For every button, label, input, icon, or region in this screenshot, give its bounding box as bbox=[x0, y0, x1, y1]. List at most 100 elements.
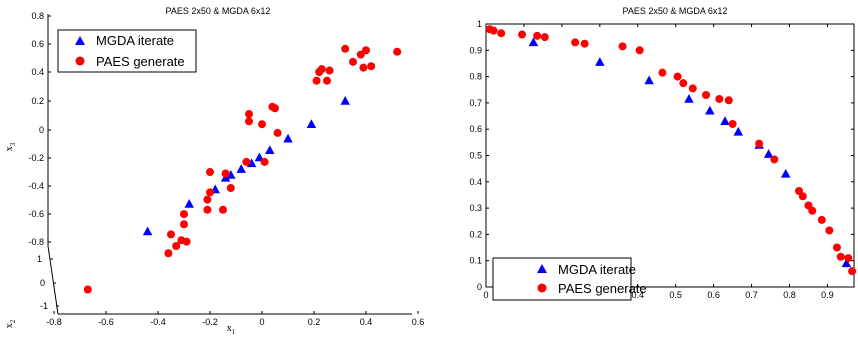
mgda-point bbox=[780, 168, 791, 178]
paes-point bbox=[679, 79, 688, 88]
z-tick-label: -0.8 bbox=[28, 237, 44, 247]
paes-point bbox=[83, 285, 92, 294]
paes-point bbox=[497, 29, 506, 38]
x-tick-label: 0.6 bbox=[707, 290, 720, 300]
paes-point bbox=[724, 96, 733, 105]
x-tick-label: 0.5 bbox=[669, 290, 682, 300]
y-tick-label: 0.7 bbox=[469, 98, 482, 108]
mgda-point bbox=[340, 96, 350, 105]
paes-point bbox=[688, 84, 697, 93]
y-tick-label: 1 bbox=[37, 254, 42, 264]
paes-point bbox=[221, 169, 230, 178]
mgda-point bbox=[595, 57, 605, 66]
y-axis-line bbox=[47, 245, 59, 315]
legend-label-mgda: MGDA iterate bbox=[96, 33, 174, 48]
x-tick-label: -0.4 bbox=[150, 317, 166, 327]
y-axis-label: x2 bbox=[4, 319, 17, 328]
paes-point bbox=[844, 254, 853, 263]
paes-point bbox=[206, 188, 214, 197]
paes-point bbox=[203, 195, 212, 204]
paes-point bbox=[393, 47, 402, 56]
paes-point bbox=[518, 30, 527, 39]
paes-point bbox=[206, 168, 214, 177]
chart-left-legend: MGDA iterate PAES generate bbox=[57, 29, 197, 73]
paes-point bbox=[180, 220, 188, 229]
paes-point bbox=[182, 237, 191, 246]
mgda-point bbox=[841, 258, 852, 268]
x-tick-label: 0 bbox=[259, 317, 264, 327]
paes-point bbox=[832, 243, 841, 252]
paes-point bbox=[341, 44, 350, 53]
x-tick-label: 0.2 bbox=[308, 317, 321, 327]
mgda-point bbox=[265, 145, 275, 155]
z-tick-label: 0.8 bbox=[31, 11, 44, 21]
y-tick-label: -1 bbox=[40, 301, 48, 311]
mgda-point bbox=[184, 198, 194, 208]
paes-point bbox=[349, 57, 357, 66]
z-tick-label: -0.6 bbox=[28, 209, 44, 219]
paes-point bbox=[618, 42, 627, 51]
z-tick-label: 0.2 bbox=[31, 96, 44, 106]
legend-circle-icon bbox=[75, 56, 85, 66]
chart-left-ticks: -0.8 -0.6 -0.4 -0.2 0 0.2 0.4 0.6 0.8 0.6 0.4 0.2 0 -… bbox=[28, 11, 424, 327]
chart-left-axis-labels: x3 x2 x1 bbox=[4, 142, 236, 336]
legend-triangle-icon bbox=[75, 36, 85, 45]
paes-point bbox=[359, 63, 368, 72]
x-tick-label: 0 bbox=[483, 290, 488, 300]
mgda-point bbox=[528, 37, 539, 47]
paes-point bbox=[172, 242, 181, 250]
y-tick-label: 1 bbox=[477, 19, 482, 29]
paes-point bbox=[580, 39, 589, 48]
chart-right-points bbox=[485, 25, 857, 276]
legend-label-mgda: MGDA iterate bbox=[558, 262, 636, 277]
paes-point bbox=[702, 91, 711, 100]
y-axis-label-main: x bbox=[4, 323, 15, 328]
x-axis-label-sub: 1 bbox=[232, 328, 236, 336]
paes-point bbox=[258, 120, 266, 129]
paes-point bbox=[242, 157, 251, 166]
paes-point bbox=[489, 26, 498, 35]
chart-right-legend: MGDA iterate PAES generate bbox=[492, 257, 647, 301]
y-tick-label: 0.2 bbox=[469, 229, 482, 239]
paes-point bbox=[180, 210, 188, 219]
chart-left-points bbox=[83, 44, 402, 294]
z-tick-label: 0.4 bbox=[31, 67, 44, 77]
paes-point bbox=[315, 68, 324, 76]
paes-point bbox=[571, 38, 580, 47]
mgda-point bbox=[733, 126, 744, 136]
paes-point bbox=[271, 104, 279, 113]
legend-label-paes: PAES generate bbox=[558, 281, 647, 296]
y-tick-label: 0.4 bbox=[469, 177, 482, 187]
y-tick-label: 0 bbox=[40, 278, 45, 288]
mgda-point bbox=[684, 93, 694, 103]
legend-label-paes: PAES generate bbox=[96, 54, 185, 69]
chart-right-plot-frame bbox=[485, 23, 855, 288]
mgda-point bbox=[226, 169, 236, 179]
chart-left: PAES 2x50 & MGDA 6x12 -0.8 -0.6 -0.4 -0.2 0 0… bbox=[4, 6, 424, 336]
paes-point bbox=[323, 76, 331, 85]
paes-point bbox=[226, 184, 235, 192]
x-tick-label: -0.2 bbox=[202, 317, 218, 327]
mgda-point bbox=[246, 158, 257, 168]
x-tick-label: 0.9 bbox=[821, 290, 834, 300]
paes-point bbox=[817, 215, 826, 224]
x-tick-label: -0.6 bbox=[98, 317, 114, 327]
z-axis-label-main: x bbox=[4, 146, 15, 151]
y-tick-label: 0.9 bbox=[469, 45, 482, 55]
paes-point bbox=[533, 31, 542, 40]
paes-point bbox=[658, 68, 667, 77]
paes-point bbox=[808, 206, 817, 215]
z-tick-label: 0.6 bbox=[31, 39, 44, 49]
chart-left-title: PAES 2x50 & MGDA 6x12 bbox=[166, 6, 271, 16]
paes-point bbox=[245, 110, 253, 119]
z-axis-label-sub: 3 bbox=[9, 142, 17, 146]
paes-point bbox=[635, 46, 644, 55]
paes-point bbox=[273, 128, 282, 137]
paes-point bbox=[673, 72, 682, 81]
mgda-point bbox=[644, 75, 654, 85]
z-tick-label: -0.4 bbox=[28, 181, 44, 191]
paes-point bbox=[540, 33, 549, 42]
paes-point bbox=[245, 117, 253, 126]
paes-point bbox=[798, 192, 807, 201]
